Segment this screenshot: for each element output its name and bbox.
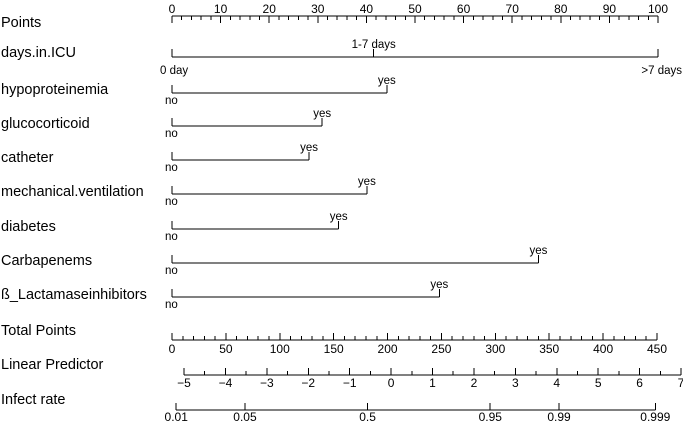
total-points-tick-label: 200 bbox=[378, 342, 398, 356]
predictor-1-label: hypoproteinemia bbox=[1, 82, 109, 98]
predictor-3-label: catheter bbox=[1, 150, 54, 166]
predictor-2-level-label: no bbox=[165, 128, 178, 140]
predictor-0-label: days.in.ICU bbox=[1, 45, 76, 61]
linear-predictor-tick-label: −2 bbox=[301, 376, 315, 390]
linear-predictor-label: Linear Predictor bbox=[1, 357, 104, 373]
predictor-0-level-label: 0 day bbox=[160, 65, 188, 77]
predictor-2-label: glucocorticoid bbox=[1, 116, 90, 132]
predictor-6-level-label: yes bbox=[529, 245, 547, 257]
total-points-label: Total Points bbox=[1, 323, 76, 339]
total-points-tick-label: 300 bbox=[485, 342, 505, 356]
predictor-7-label: ß_Lactamaseinhibitors bbox=[1, 287, 147, 303]
infect-rate-tick-label: 0.99 bbox=[547, 410, 571, 422]
linear-predictor-tick-label: 6 bbox=[636, 376, 643, 390]
linear-predictor-tick-label: 0 bbox=[388, 376, 395, 390]
linear-predictor-tick-label: 2 bbox=[471, 376, 478, 390]
points-tick-label: 100 bbox=[648, 2, 668, 16]
points-tick-label: 10 bbox=[214, 2, 228, 16]
points-tick-label: 40 bbox=[360, 2, 374, 16]
total-points-tick-label: 50 bbox=[219, 342, 233, 356]
predictor-6-label: Carbapenems bbox=[1, 253, 92, 269]
linear-predictor-tick-label: −3 bbox=[260, 376, 274, 390]
points-tick-label: 50 bbox=[408, 2, 422, 16]
points-tick-label: 30 bbox=[311, 2, 325, 16]
predictor-5-level-label: yes bbox=[330, 211, 348, 223]
infect-rate-label: Infect rate bbox=[1, 392, 65, 408]
total-points-tick-label: 100 bbox=[270, 342, 290, 356]
points-label: Points bbox=[1, 15, 41, 31]
linear-predictor-tick-label: −4 bbox=[219, 376, 233, 390]
predictor-1-level-label: no bbox=[165, 95, 178, 107]
predictor-7-level-label: yes bbox=[430, 279, 448, 291]
points-tick-label: 0 bbox=[169, 2, 176, 16]
predictor-3-level-label: yes bbox=[300, 142, 318, 154]
infect-rate-tick-label: 0.05 bbox=[233, 410, 257, 422]
infect-rate-tick-label: 0.95 bbox=[479, 410, 503, 422]
total-points-tick-label: 350 bbox=[539, 342, 559, 356]
total-points-tick-label: 0 bbox=[169, 342, 176, 356]
predictor-4-label: mechanical.ventilation bbox=[1, 184, 144, 200]
total-points-tick-label: 150 bbox=[324, 342, 344, 356]
infect-rate-tick-label: 0.5 bbox=[359, 410, 376, 422]
predictor-1-level-label: yes bbox=[378, 75, 396, 87]
points-tick-label: 60 bbox=[457, 2, 471, 16]
predictor-0-level-label: 1-7 days bbox=[352, 39, 396, 51]
predictor-4-level-label: yes bbox=[358, 176, 376, 188]
predictor-6-level-label: no bbox=[165, 265, 178, 277]
infect-rate-tick-label: 0.01 bbox=[165, 410, 189, 422]
linear-predictor-tick-label: 3 bbox=[512, 376, 519, 390]
total-points-tick-label: 250 bbox=[431, 342, 451, 356]
predictor-4-level-label: no bbox=[165, 196, 178, 208]
predictor-5-level-label: no bbox=[165, 231, 178, 243]
total-points-tick-label: 400 bbox=[593, 342, 613, 356]
points-tick-label: 90 bbox=[603, 2, 617, 16]
points-tick-label: 70 bbox=[506, 2, 520, 16]
linear-predictor-tick-label: 5 bbox=[595, 376, 602, 390]
linear-predictor-tick-label: 4 bbox=[553, 376, 560, 390]
linear-predictor-tick-label: −5 bbox=[177, 376, 191, 390]
points-tick-label: 20 bbox=[263, 2, 277, 16]
infect-rate-tick-label: 0.999 bbox=[640, 410, 670, 422]
linear-predictor-tick-label: 1 bbox=[429, 376, 436, 390]
predictor-3-level-label: no bbox=[165, 162, 178, 174]
linear-predictor-tick-label: −1 bbox=[343, 376, 357, 390]
predictor-5-label: diabetes bbox=[1, 219, 56, 235]
predictor-7-level-label: no bbox=[165, 299, 178, 311]
predictor-0-level-label: >7 days bbox=[641, 65, 682, 77]
linear-predictor-tick-label: 7 bbox=[678, 376, 683, 390]
predictor-2-level-label: yes bbox=[313, 108, 331, 120]
points-tick-label: 80 bbox=[554, 2, 568, 16]
total-points-tick-label: 450 bbox=[647, 342, 667, 356]
